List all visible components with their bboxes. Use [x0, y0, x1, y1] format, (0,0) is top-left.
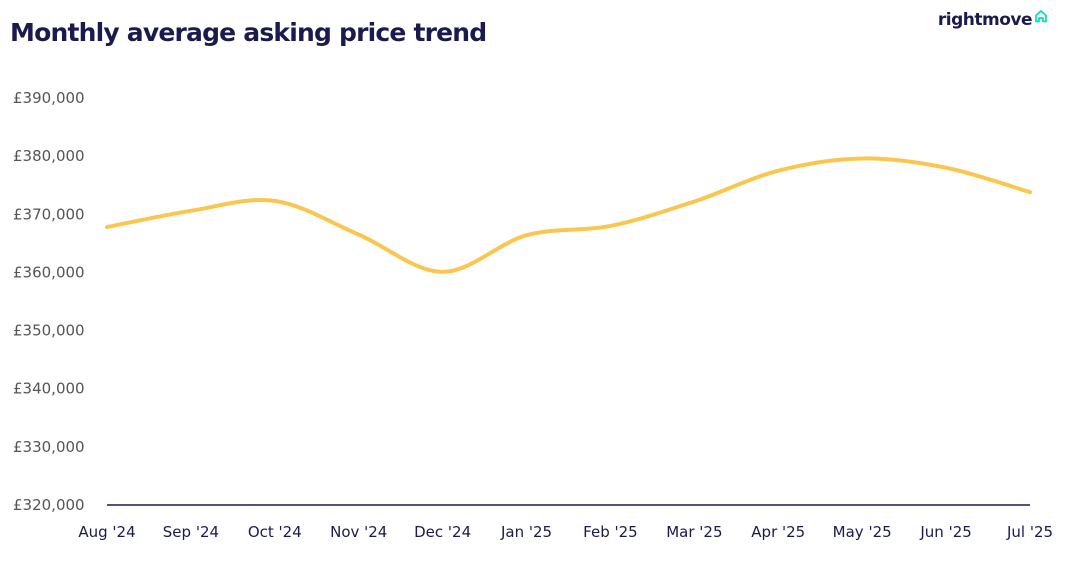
x-tick-label: Jan '25 [500, 523, 552, 541]
x-tick-label: Oct '24 [248, 523, 302, 541]
x-tick-label: Jun '25 [919, 523, 971, 541]
brand-name: rightmove [937, 10, 1033, 30]
y-tick-label: £350,000 [13, 322, 85, 340]
x-tick-label: May '25 [833, 523, 892, 541]
series-line [105, 156, 1032, 274]
house-outline-icon [1034, 8, 1048, 27]
x-tick-label: Nov '24 [330, 523, 387, 541]
chart-title: Monthly average asking price trend [10, 18, 487, 47]
y-tick-label: £390,000 [13, 89, 85, 107]
x-tick-label: Apr '25 [751, 523, 805, 541]
y-tick-label: £380,000 [13, 147, 85, 165]
x-tick-label: Sep '24 [163, 523, 219, 541]
x-tick-label: Dec '24 [414, 523, 471, 541]
y-tick-label: £320,000 [13, 496, 85, 514]
y-tick-label: £340,000 [13, 380, 85, 398]
x-tick-label: Jul '25 [1006, 523, 1053, 541]
x-tick-label: Mar '25 [666, 523, 722, 541]
y-tick-label: £330,000 [13, 438, 85, 456]
brand-logo: rightmove [937, 8, 1048, 30]
x-axis-ticks: Aug '24 Sep '24 Oct '24 Nov '24 Dec '24 Jan '… [78, 523, 1053, 541]
y-tick-label: £360,000 [13, 263, 85, 281]
x-tick-label: Aug '24 [78, 523, 135, 541]
x-tick-label: Feb '25 [583, 523, 638, 541]
y-tick-label: £370,000 [13, 205, 85, 223]
y-axis-ticks: £320,000 £330,000 £340,000 £350,000 £360,000… [13, 89, 85, 514]
